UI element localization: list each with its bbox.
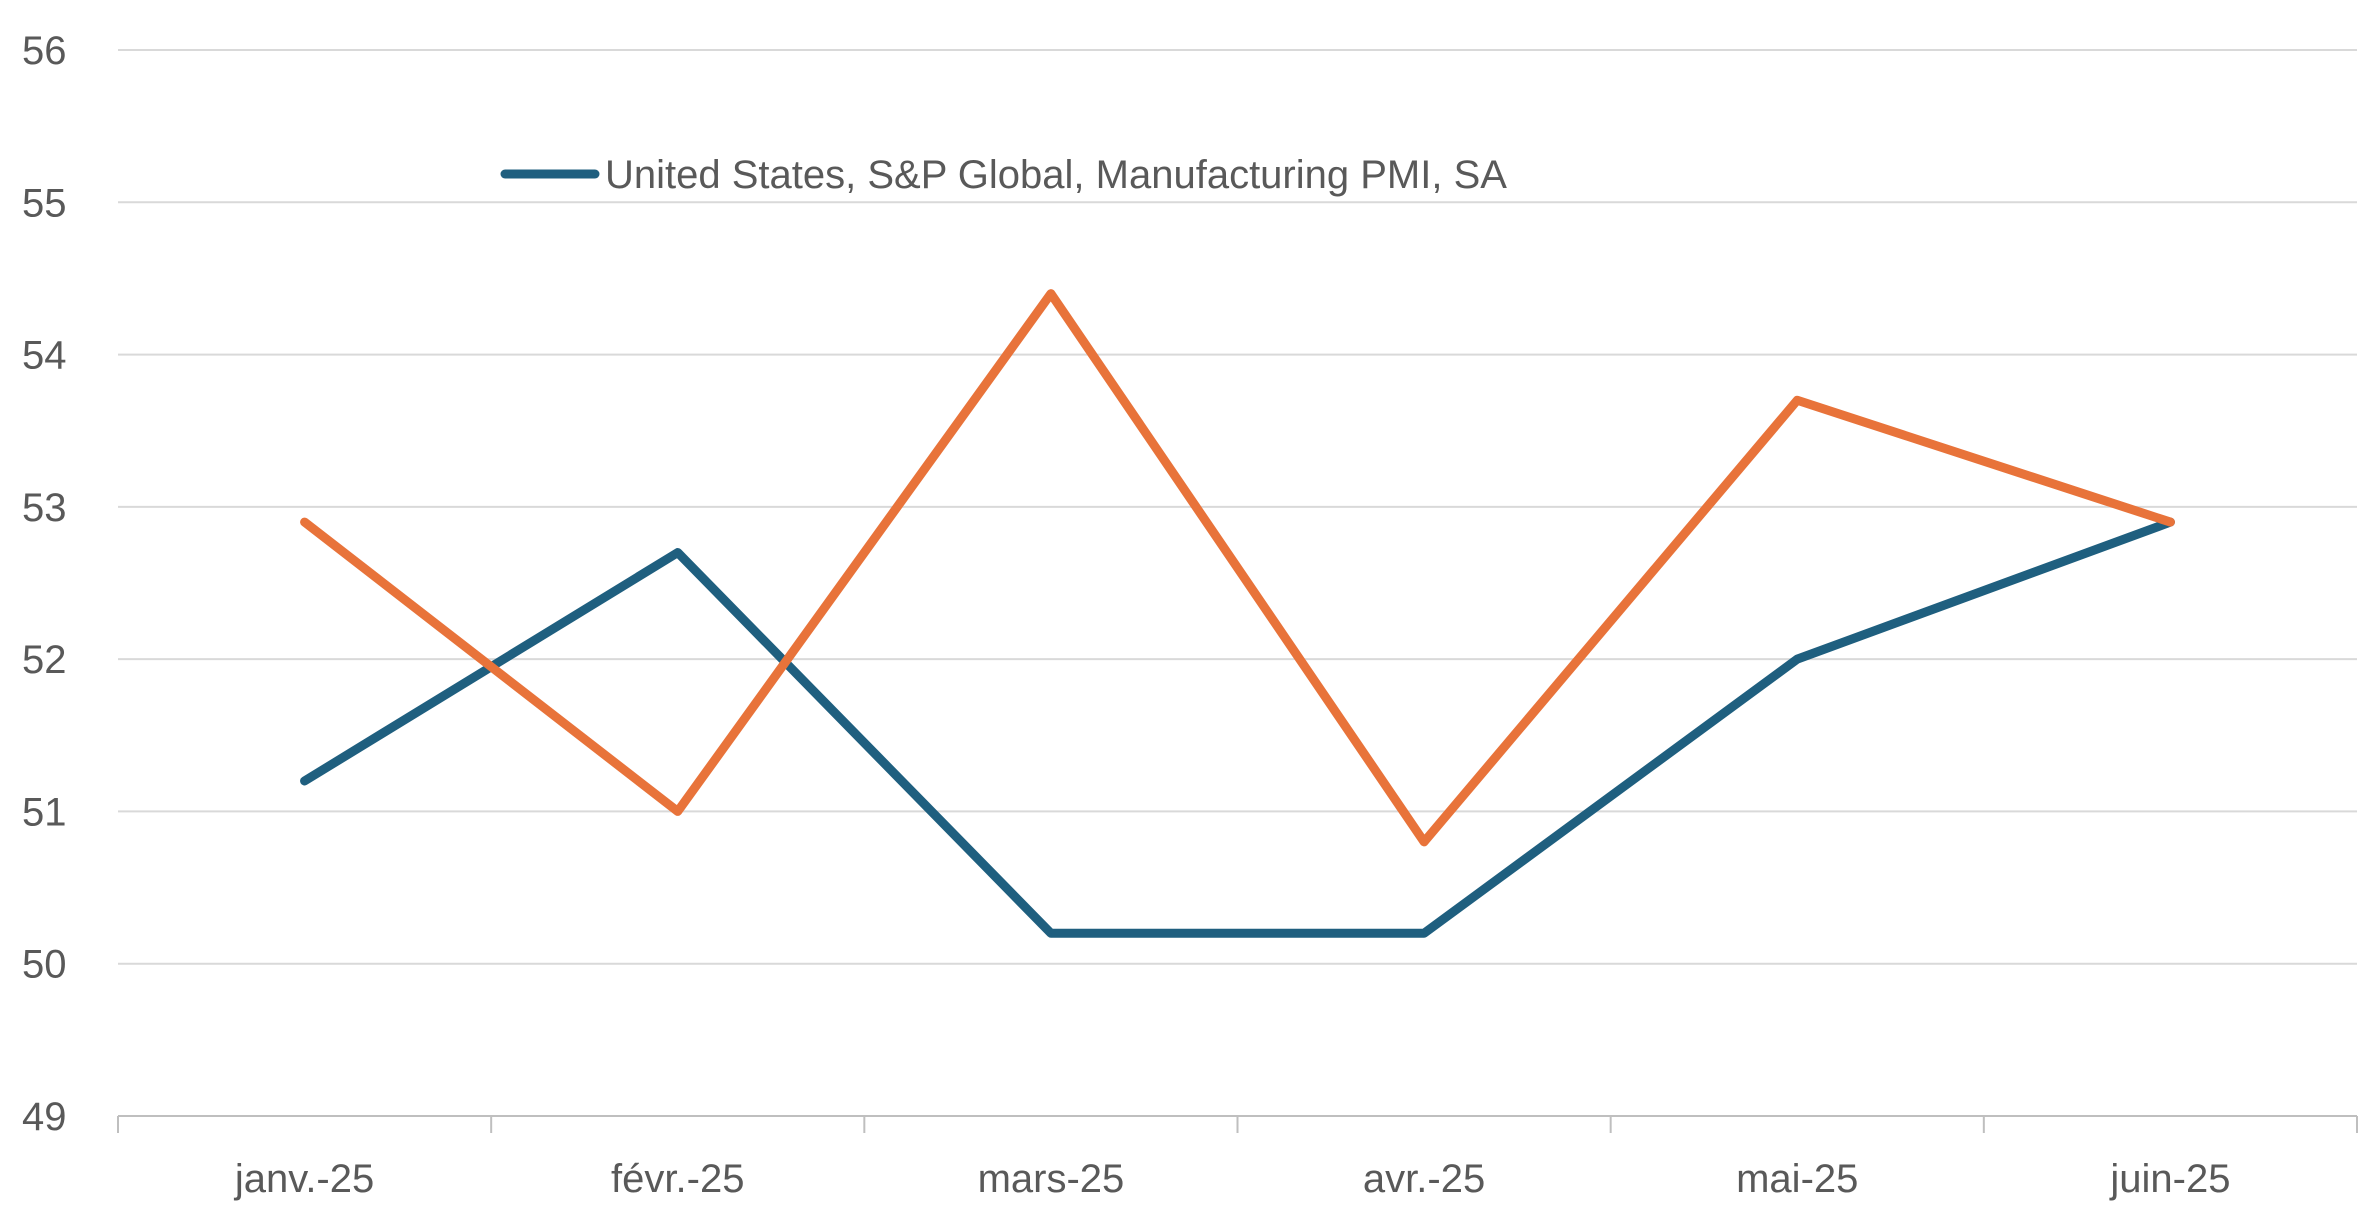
data-point	[1796, 658, 1798, 660]
x-tick-label: févr.-25	[611, 1157, 744, 1201]
x-tick-label: mars-25	[978, 1157, 1125, 1201]
data-point	[677, 810, 679, 812]
data-point	[1796, 399, 1798, 401]
legend: United States, S&P Global, Manufacturing…	[500, 153, 1507, 197]
x-tick-label: avr.-25	[1363, 1157, 1485, 1201]
y-tick-label: 50	[22, 943, 67, 987]
data-point	[1050, 932, 1052, 934]
y-tick-label: 53	[22, 486, 67, 530]
y-tick-label: 51	[22, 790, 67, 834]
gridlines	[118, 49, 2357, 1117]
x-tick-label: mai-25	[1736, 1157, 1858, 1201]
legend-label-series-1: United States, S&P Global, Manufacturing…	[605, 153, 1507, 197]
series-line-2	[300, 289, 2175, 847]
series-lines	[300, 289, 2175, 938]
data-point	[1050, 293, 1052, 295]
x-tick-label: juin-25	[2109, 1157, 2230, 1201]
y-tick-label: 55	[22, 181, 67, 225]
data-point	[304, 780, 306, 782]
data-point	[2169, 521, 2171, 523]
y-tick-label: 49	[22, 1095, 67, 1139]
data-point	[677, 552, 679, 554]
x-tick-label: janv.-25	[234, 1157, 374, 1201]
x-axis: janv.-25 févr.-25 mars-25 avr.-25 mai-25 juin…	[117, 1116, 2358, 1201]
y-tick-label: 56	[22, 29, 67, 73]
data-point	[304, 521, 306, 523]
y-tick-label: 54	[22, 334, 67, 378]
y-axis: 49 50 51 52 53 54 55 56	[22, 29, 67, 1139]
series-line-1	[300, 517, 2175, 938]
data-point	[1423, 932, 1425, 934]
y-tick-label: 52	[22, 638, 67, 682]
data-point	[1423, 841, 1425, 843]
